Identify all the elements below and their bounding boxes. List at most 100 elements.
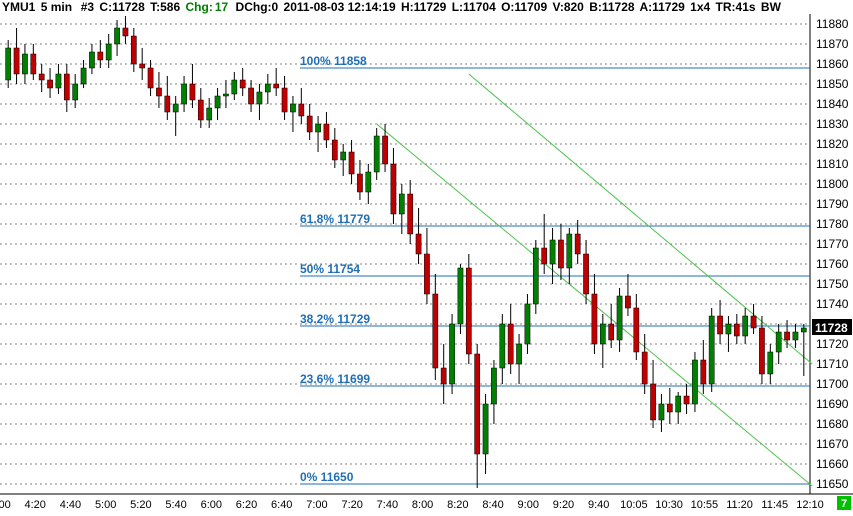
candle bbox=[39, 74, 44, 80]
y-tick-label: 11840 bbox=[816, 97, 849, 111]
candle bbox=[181, 84, 186, 104]
t-val: T:586 bbox=[150, 0, 180, 14]
y-tick-label: 11660 bbox=[816, 457, 849, 471]
candle bbox=[483, 404, 488, 454]
candle bbox=[106, 44, 111, 60]
candle bbox=[508, 324, 513, 364]
x-tick-label: 7:00 bbox=[306, 499, 327, 511]
x-tick-label: 6:00 bbox=[201, 499, 222, 511]
candle bbox=[357, 174, 362, 192]
y-tick-label: 11880 bbox=[816, 17, 849, 31]
candle bbox=[223, 94, 228, 96]
candle bbox=[667, 404, 672, 412]
candle bbox=[500, 324, 505, 368]
candle bbox=[600, 324, 605, 344]
candle bbox=[374, 136, 379, 172]
y-tick-label: 11830 bbox=[816, 117, 849, 131]
x-tick-label: 7:40 bbox=[377, 499, 398, 511]
candle bbox=[265, 84, 270, 92]
ask-val: A:11729 bbox=[639, 0, 684, 14]
candle bbox=[441, 368, 446, 384]
tr-val: TR:41s bbox=[716, 0, 756, 14]
candle bbox=[366, 172, 371, 192]
scale-val: 1x4 bbox=[690, 0, 710, 14]
candle bbox=[399, 194, 404, 214]
x-tick-label: 8:00 bbox=[412, 499, 433, 511]
candle bbox=[274, 84, 279, 88]
y-tick-label: 11770 bbox=[816, 237, 849, 251]
datetime: 2011-08-03 12:14:19 bbox=[284, 0, 396, 14]
candle bbox=[31, 54, 36, 74]
candle bbox=[768, 352, 773, 374]
candle bbox=[148, 68, 153, 88]
fib-label: 23.6% 11699 bbox=[300, 372, 370, 386]
candle bbox=[458, 268, 463, 324]
candle bbox=[215, 96, 220, 108]
candle bbox=[525, 304, 530, 344]
candle bbox=[701, 360, 706, 384]
y-tick-label: 11850 bbox=[816, 77, 849, 91]
candle bbox=[542, 248, 547, 264]
candle bbox=[617, 296, 622, 340]
candle bbox=[776, 332, 781, 352]
candle bbox=[257, 92, 262, 104]
y-tick-label: 11790 bbox=[816, 197, 849, 211]
candle bbox=[332, 140, 337, 160]
candle bbox=[491, 368, 496, 404]
x-tick-label: 12:10 bbox=[796, 499, 824, 511]
close-val: C:11728 bbox=[99, 0, 144, 14]
candle bbox=[625, 296, 630, 308]
candle bbox=[315, 124, 320, 132]
candle bbox=[793, 332, 798, 340]
candle bbox=[56, 74, 61, 88]
y-tick-label: 11690 bbox=[816, 397, 849, 411]
candle bbox=[609, 324, 614, 340]
candle bbox=[64, 74, 69, 100]
candle bbox=[692, 360, 697, 404]
candle bbox=[391, 164, 396, 214]
x-tick-label: 8:20 bbox=[447, 499, 468, 511]
interval: 5 min bbox=[41, 0, 72, 14]
candle bbox=[207, 108, 212, 120]
x-tick-label: 6:40 bbox=[271, 499, 292, 511]
chg-label: Chg:17 bbox=[186, 0, 231, 14]
x-tick-label: 4:20 bbox=[25, 499, 46, 511]
candle bbox=[408, 194, 413, 234]
candle bbox=[726, 324, 731, 334]
open-val: O:11709 bbox=[501, 0, 547, 14]
y-tick-label: 11710 bbox=[816, 357, 849, 371]
candle bbox=[709, 316, 714, 384]
candle bbox=[433, 294, 438, 368]
candle bbox=[424, 254, 429, 294]
candle bbox=[240, 80, 245, 88]
candle bbox=[558, 240, 563, 268]
x-tick-label: 10:05 bbox=[620, 499, 648, 511]
dchg-val: DChg:0 bbox=[236, 0, 279, 14]
x-tick-label: 5:20 bbox=[130, 499, 151, 511]
price-chart[interactable]: 1165011660116701168011690117001171011720… bbox=[0, 0, 853, 516]
candle bbox=[6, 48, 11, 80]
candle bbox=[642, 352, 647, 384]
candle bbox=[475, 354, 480, 454]
y-tick-label: 11680 bbox=[816, 417, 849, 431]
candle bbox=[81, 68, 86, 84]
candle bbox=[575, 234, 580, 254]
candle bbox=[14, 48, 19, 74]
bar-number: #3 bbox=[81, 0, 94, 14]
x-tick-label: 10:55 bbox=[691, 499, 719, 511]
candle bbox=[533, 248, 538, 304]
svg-text:11728: 11728 bbox=[815, 321, 848, 335]
x-tick-label: 7:20 bbox=[341, 499, 362, 511]
y-tick-label: 11750 bbox=[816, 277, 849, 291]
y-tick-label: 11700 bbox=[816, 377, 849, 391]
x-tick-label: 11:20 bbox=[726, 499, 753, 511]
x-tick-label: 9:20 bbox=[553, 499, 574, 511]
x-tick-label: 4:00 bbox=[0, 499, 11, 511]
candle bbox=[324, 124, 329, 140]
bid-val: B:11728 bbox=[589, 0, 634, 14]
x-tick-label: 5:00 bbox=[95, 499, 116, 511]
candle bbox=[114, 28, 119, 44]
candle bbox=[659, 404, 664, 420]
x-tick-label: 11:45 bbox=[761, 499, 788, 511]
fib-label: 50% 11754 bbox=[300, 262, 360, 276]
